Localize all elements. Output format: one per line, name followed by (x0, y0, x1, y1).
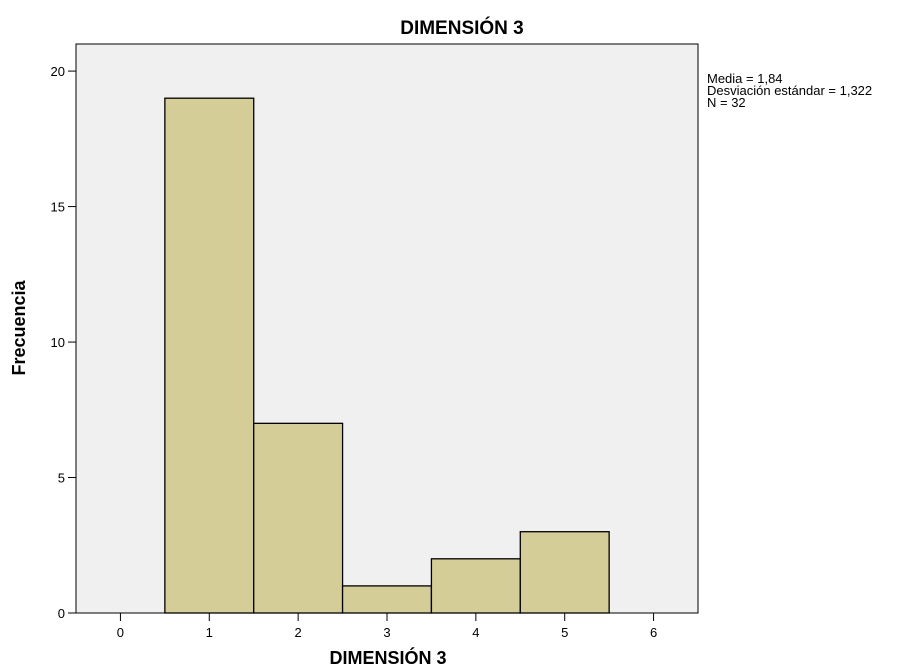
axes-group: 0 5 10 15 20 0 1 2 3 4 5 6 (51, 64, 658, 640)
chart-title: DIMENSIÓN 3 (400, 17, 524, 39)
stat-mean: Media = 1,84 (707, 71, 783, 86)
statistics-box: Media = 1,84 Desviación estándar = 1,322… (707, 71, 873, 110)
histogram-bar-5 (519, 531, 610, 614)
y-tick-label: 5 (58, 471, 65, 486)
x-tick-label: 6 (650, 625, 657, 640)
stat-n: N = 32 (707, 95, 746, 110)
y-tick-label: 0 (58, 606, 65, 621)
x-tick-label: 2 (295, 625, 302, 640)
x-tick-label: 3 (383, 625, 390, 640)
x-axis-label: DIMENSIÓN 3 (329, 647, 446, 668)
y-tick-label: 20 (51, 64, 65, 79)
y-axis-label: Frecuencia (9, 279, 29, 375)
x-tick-label: 0 (117, 625, 124, 640)
x-tick-label: 1 (206, 625, 213, 640)
x-tick-label: 4 (472, 625, 479, 640)
histogram-bar-1 (164, 97, 255, 614)
y-tick-label: 15 (51, 200, 65, 215)
bars-group (164, 97, 610, 614)
histogram-bar-2 (253, 422, 344, 614)
x-tick-label: 5 (561, 625, 568, 640)
histogram-bar-3 (341, 585, 433, 614)
y-tick-label: 10 (51, 335, 65, 350)
stat-std: Desviación estándar = 1,322 (707, 83, 873, 98)
histogram-bar-4 (430, 558, 521, 614)
